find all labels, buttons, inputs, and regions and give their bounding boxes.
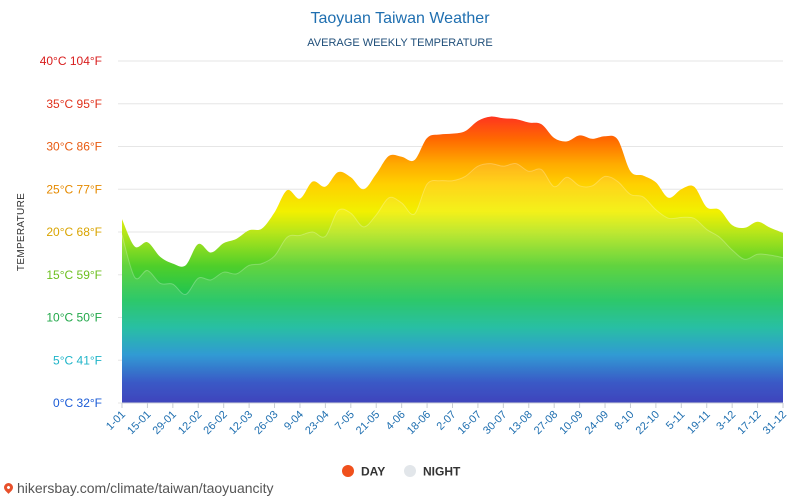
chart-title: Taoyuan Taiwan Weather xyxy=(310,10,490,27)
night-series-area xyxy=(122,163,783,403)
x-tick-label: 10-09 xyxy=(557,409,585,437)
x-tick-label: 30-07 xyxy=(481,409,509,437)
legend-day-marker xyxy=(342,465,354,477)
temperature-areas xyxy=(121,116,784,404)
x-tick-label: 17-12 xyxy=(735,409,763,437)
x-tick-label: 5-11 xyxy=(664,409,687,432)
chart-subtitle: AVERAGE WEEKLY TEMPERATURE xyxy=(307,37,492,49)
x-tick-label: 27-08 xyxy=(532,409,560,437)
x-tick-label: 12-03 xyxy=(227,409,255,437)
x-tick-label: 21-05 xyxy=(354,409,382,437)
x-tick-label: 12-02 xyxy=(176,409,204,437)
source-watermark[interactable]: hikersbay.com/climate/taiwan/taoyuancity xyxy=(2,480,274,496)
x-tick-label: 24-09 xyxy=(583,409,611,437)
x-tick-label: 26-02 xyxy=(201,409,229,437)
x-tick-label: 19-11 xyxy=(685,409,713,437)
y-tick-label: 35°C 95°F xyxy=(46,97,102,111)
x-tick-label: 26-03 xyxy=(252,409,280,437)
legend-item-day[interactable]: DAY xyxy=(342,465,385,479)
y-tick-label: 0°C 32°F xyxy=(53,396,102,410)
x-tick-label: 16-07 xyxy=(456,409,484,437)
legend-item-night[interactable]: NIGHT xyxy=(404,465,461,479)
y-tick-label: 30°C 86°F xyxy=(46,140,102,154)
location-pin-icon xyxy=(2,480,15,494)
y-tick-label: 25°C 77°F xyxy=(46,182,102,196)
x-tick-label: 22-10 xyxy=(634,409,662,437)
y-tick-label: 20°C 68°F xyxy=(46,225,102,239)
y-tick-label: 15°C 59°F xyxy=(46,268,102,282)
night-series-tint xyxy=(122,163,783,403)
y-axis-label: TEMPERATURE xyxy=(16,193,27,271)
y-tick-label: 10°C 50°F xyxy=(46,311,102,325)
source-url: hikersbay.com/climate/taiwan/taoyuancity xyxy=(17,480,274,496)
legend: DAY NIGHT xyxy=(342,465,461,479)
y-axis-ticks: 0°C 32°F 5°C 41°F 10°C 50°F 15°C 59°F 20°C 6… xyxy=(40,54,102,410)
x-tick-label: 18-06 xyxy=(405,409,433,437)
legend-night-marker xyxy=(404,465,416,477)
x-tick-label: 23-04 xyxy=(303,409,331,437)
y-tick-label: 40°C 104°F xyxy=(40,54,102,68)
night-series-edge xyxy=(121,162,784,295)
x-tick-label: 13-08 xyxy=(507,409,535,437)
legend-day-label: DAY xyxy=(361,465,385,479)
x-tick-label: 15-01 xyxy=(125,409,153,437)
legend-night-label: NIGHT xyxy=(423,465,461,479)
x-tick-label: 29-01 xyxy=(151,409,179,437)
x-tick-label: 31-12 xyxy=(761,409,789,437)
y-tick-label: 5°C 41°F xyxy=(53,353,102,367)
